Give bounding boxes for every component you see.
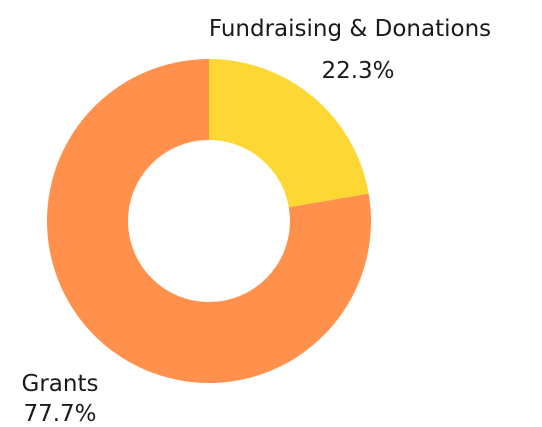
donut-hole (128, 140, 290, 302)
label-grants: Grants 77.7% (22, 371, 99, 427)
slice-label-grants: Grants (22, 371, 99, 397)
label-fundraising: Fundraising & Donations 22.3% (209, 16, 491, 84)
slice-value-grants: 77.7% (23, 401, 96, 427)
slice-label-fundraising-donations: Fundraising & Donations (209, 16, 491, 42)
slice-value-fundraising-donations: 22.3% (321, 58, 394, 84)
